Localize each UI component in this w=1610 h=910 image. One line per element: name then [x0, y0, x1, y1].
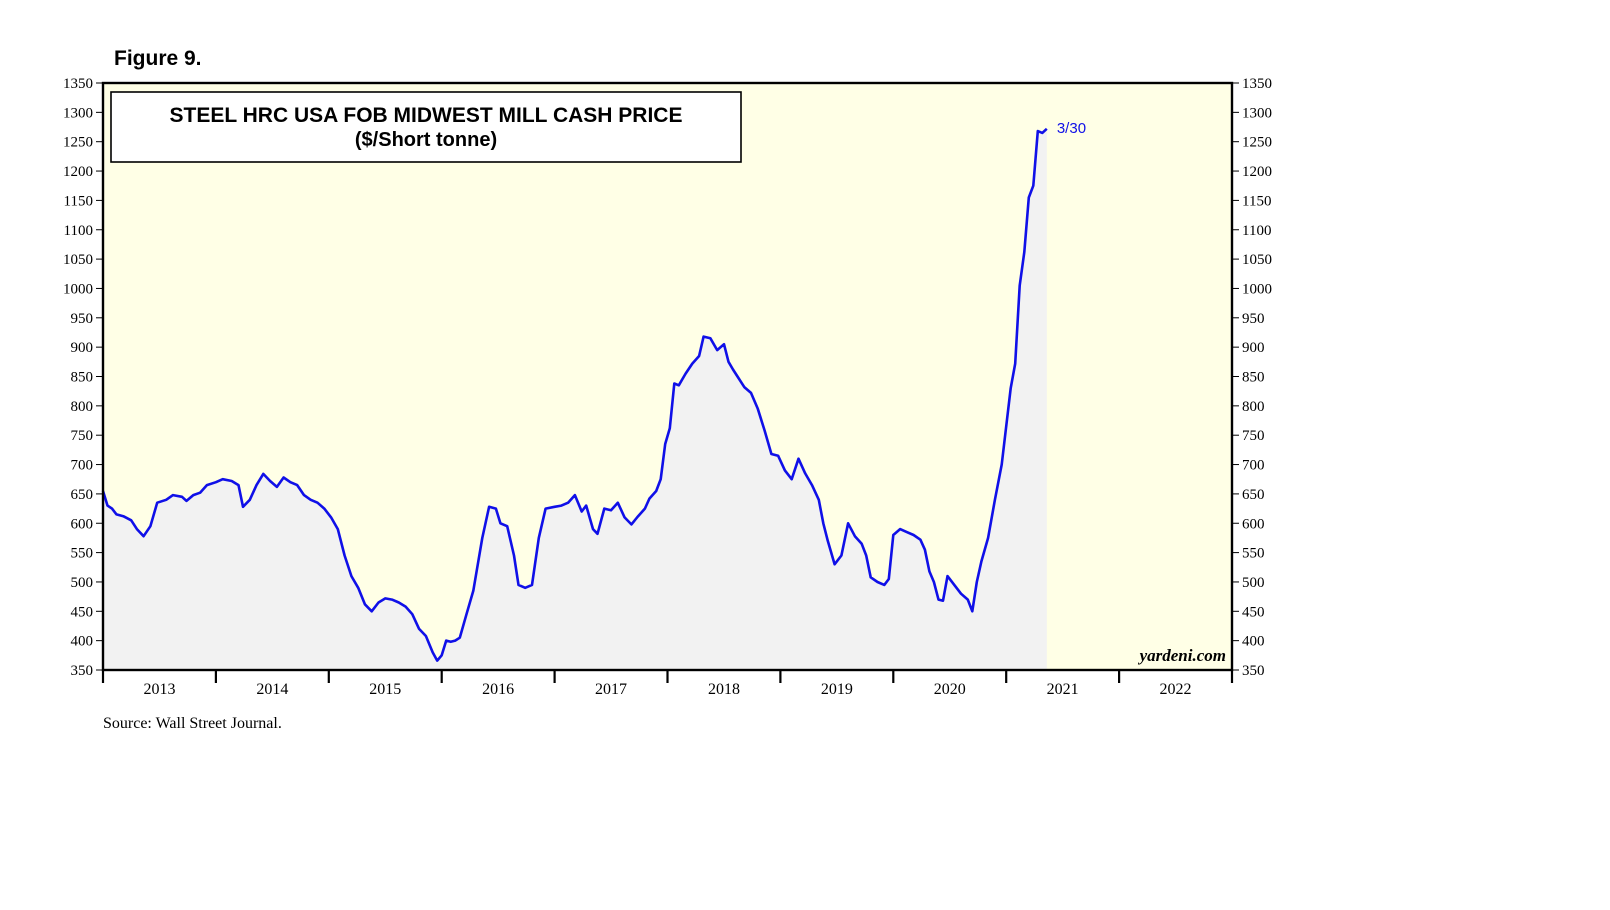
- x-tick-label: 2018: [708, 681, 740, 698]
- y-tick-label-left: 900: [71, 340, 94, 356]
- y-tick-label-right: 600: [1242, 516, 1265, 532]
- y-tick-label-right: 550: [1242, 546, 1265, 562]
- left-y-axis: 350 400 450 500 550 600 650 700 750 800 850 900 950 1…: [63, 76, 103, 679]
- y-tick-label-left: 1050: [63, 252, 93, 268]
- x-tick-label: 2022: [1160, 681, 1192, 698]
- y-tick-label-left: 1300: [63, 105, 93, 121]
- title-box: STEEL HRC USA FOB MIDWEST MILL CASH PRIC…: [110, 91, 742, 163]
- watermark: yardeni.com: [1138, 646, 1226, 665]
- y-tick-label-left: 350: [71, 663, 94, 679]
- figure-label: Figure 9.: [114, 47, 202, 70]
- y-tick-label-left: 1100: [64, 223, 93, 239]
- price-line: [101, 127, 1048, 662]
- x-tick-label: 2020: [934, 681, 966, 698]
- y-tick-label-left: 1000: [63, 281, 93, 297]
- y-tick-label-right: 900: [1242, 340, 1265, 356]
- x-tick-label: 2014: [256, 681, 288, 698]
- right-y-axis: 350 400 450 500 550 600 650 700 750 800 850 900 950 1…: [1232, 76, 1272, 679]
- x-tick-label: 2015: [369, 681, 401, 698]
- x-tick-label: 2021: [1047, 681, 1079, 698]
- y-tick-label-right: 400: [1242, 634, 1265, 650]
- y-tick-label-left: 800: [71, 399, 94, 415]
- y-tick-label-left: 400: [71, 634, 94, 650]
- y-tick-label-left: 1350: [63, 76, 93, 92]
- y-tick-label-right: 1200: [1242, 164, 1272, 180]
- y-tick-label-right: 850: [1242, 370, 1265, 386]
- y-tick-label-right: 1000: [1242, 281, 1272, 297]
- y-tick-label-left: 850: [71, 370, 94, 386]
- chart-title: STEEL HRC USA FOB MIDWEST MILL CASH PRIC…: [170, 104, 683, 127]
- y-tick-label-left: 750: [71, 428, 94, 444]
- y-tick-label-left: 550: [71, 546, 94, 562]
- x-tick-label: 2013: [143, 681, 175, 698]
- plot-frame: [101, 81, 1234, 672]
- y-tick-label-left: 650: [71, 487, 94, 503]
- source-note: Source: Wall Street Journal.: [103, 715, 282, 732]
- y-tick-label-right: 1050: [1242, 252, 1272, 268]
- y-tick-label-right: 1350: [1242, 76, 1272, 92]
- x-tick-label: 2017: [595, 681, 627, 698]
- y-tick-label-left: 600: [71, 516, 94, 532]
- end-date-label: 3/30: [1057, 120, 1086, 137]
- y-tick-label-right: 1100: [1242, 223, 1271, 239]
- y-tick-label-right: 450: [1242, 604, 1265, 620]
- y-tick-label-left: 500: [71, 575, 94, 591]
- y-tick-label-right: 1150: [1242, 193, 1271, 209]
- y-tick-label-right: 500: [1242, 575, 1265, 591]
- y-tick-label-right: 650: [1242, 487, 1265, 503]
- y-tick-label-right: 1250: [1242, 135, 1272, 151]
- y-tick-label-left: 1250: [63, 135, 93, 151]
- y-tick-label-right: 350: [1242, 663, 1265, 679]
- y-tick-label-left: 1200: [63, 164, 93, 180]
- x-tick-label: 2019: [821, 681, 853, 698]
- chart-subtitle: ($/Short tonne): [355, 129, 497, 151]
- y-tick-label-right: 750: [1242, 428, 1265, 444]
- y-tick-label-left: 950: [71, 311, 94, 327]
- y-tick-label-right: 1300: [1242, 105, 1272, 121]
- x-tick-label: 2016: [482, 681, 514, 698]
- y-tick-label-left: 450: [71, 604, 94, 620]
- y-tick-label-right: 800: [1242, 399, 1265, 415]
- x-axis: 2013 2014 2015 2016 2017 2018 2019 2020 2021 2022: [101, 670, 1234, 698]
- y-tick-label-right: 700: [1242, 458, 1265, 474]
- y-tick-label-left: 700: [71, 458, 94, 474]
- y-tick-label-right: 950: [1242, 311, 1265, 327]
- y-tick-label-left: 1150: [64, 193, 93, 209]
